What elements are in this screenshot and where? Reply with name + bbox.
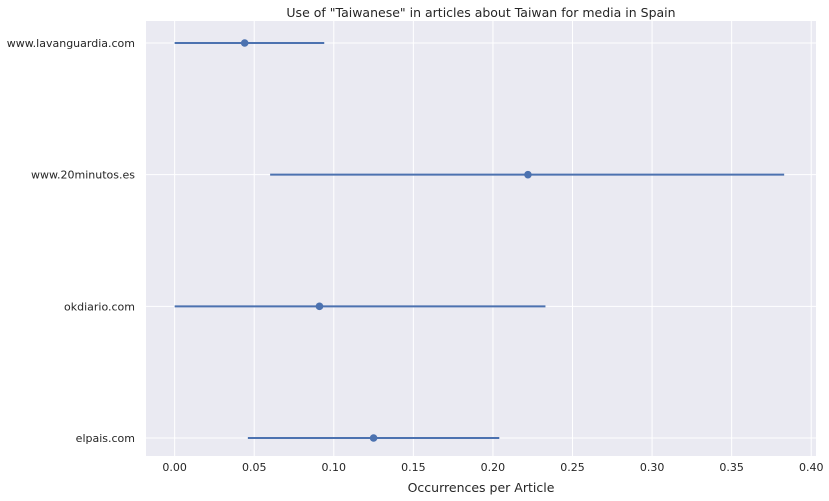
x-tick-label: 0.00 [162,461,187,474]
y-tick-label: okdiario.com [64,300,135,313]
data-point [369,434,378,442]
chart-title: Use of "Taiwanese" in articles about Tai… [286,5,675,20]
x-tick-labels: 0.00 0.05 0.10 0.15 0.20 0.25 0.30 0.35 0.40 [162,461,823,474]
x-tick-label: 0.05 [242,461,267,474]
y-tick-label: www.20minutos.es [31,169,135,182]
data-point [315,302,324,311]
data-point [524,170,532,179]
marks [174,39,785,442]
x-tick-label: 0.30 [640,461,665,474]
x-tick-label: 0.20 [481,461,506,474]
x-tick-label: 0.40 [799,461,824,474]
y-tick-label: www.lavanguardia.com [7,37,135,50]
y-tick-labels: www.lavanguardia.com www.20minutos.es okdi… [7,37,136,445]
x-tick-label: 0.15 [401,461,426,474]
y-tick-label: elpais.com [76,432,135,445]
x-tick-label: 0.10 [322,461,347,474]
x-tick-label: 0.25 [560,461,585,474]
x-tick-label: 0.35 [719,461,744,474]
data-point [240,39,249,47]
plot-background [146,21,816,456]
x-axis-label: Occurrences per Article [408,480,555,495]
